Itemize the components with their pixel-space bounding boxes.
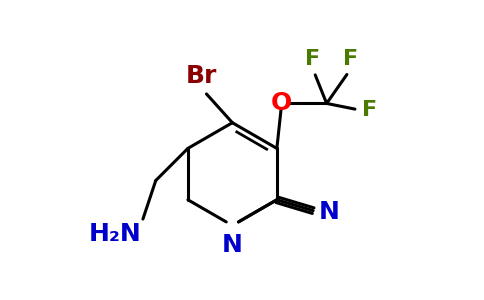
Text: O: O — [271, 92, 292, 116]
Text: N: N — [222, 232, 243, 256]
Text: H₂N: H₂N — [89, 222, 141, 246]
Text: Br: Br — [186, 64, 217, 88]
Text: F: F — [304, 49, 320, 69]
Text: F: F — [343, 49, 358, 69]
Text: N: N — [318, 200, 339, 224]
Text: F: F — [362, 100, 377, 120]
